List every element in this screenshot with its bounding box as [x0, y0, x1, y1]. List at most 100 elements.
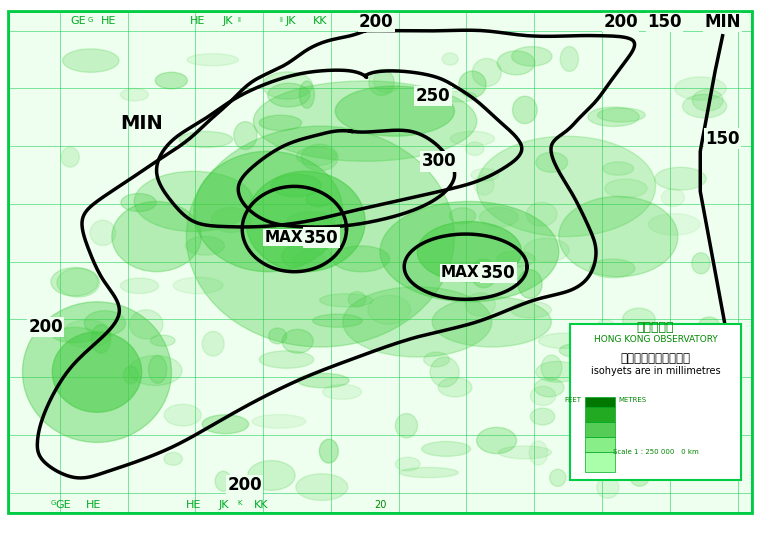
Ellipse shape — [287, 212, 335, 231]
Text: MAX: MAX — [441, 265, 480, 280]
Ellipse shape — [121, 193, 157, 211]
Bar — [585, 422, 615, 437]
Ellipse shape — [423, 352, 449, 367]
Ellipse shape — [91, 325, 111, 353]
Ellipse shape — [511, 302, 552, 318]
Ellipse shape — [560, 46, 578, 72]
Ellipse shape — [511, 46, 552, 66]
Text: 20: 20 — [374, 500, 386, 510]
Ellipse shape — [529, 441, 548, 465]
Ellipse shape — [57, 268, 100, 297]
Text: JK: JK — [285, 15, 296, 26]
Ellipse shape — [120, 278, 159, 294]
Ellipse shape — [369, 69, 394, 96]
Text: 150: 150 — [705, 130, 739, 148]
Ellipse shape — [597, 476, 619, 498]
Ellipse shape — [466, 142, 484, 155]
Ellipse shape — [312, 314, 363, 327]
Ellipse shape — [271, 174, 321, 197]
Ellipse shape — [395, 457, 420, 471]
Ellipse shape — [465, 293, 496, 316]
Ellipse shape — [343, 287, 492, 357]
Ellipse shape — [296, 147, 337, 166]
Ellipse shape — [422, 442, 470, 457]
Ellipse shape — [439, 378, 472, 397]
Ellipse shape — [497, 251, 535, 267]
Text: 200: 200 — [28, 318, 63, 336]
Ellipse shape — [472, 58, 502, 87]
Ellipse shape — [667, 329, 710, 347]
Ellipse shape — [319, 439, 338, 463]
Ellipse shape — [259, 351, 314, 368]
Ellipse shape — [90, 220, 116, 246]
Ellipse shape — [417, 222, 521, 282]
Ellipse shape — [248, 460, 295, 490]
Ellipse shape — [459, 71, 486, 98]
Ellipse shape — [123, 366, 138, 384]
Ellipse shape — [194, 151, 343, 272]
Ellipse shape — [202, 415, 249, 434]
Ellipse shape — [536, 362, 580, 382]
Ellipse shape — [655, 167, 706, 190]
Ellipse shape — [297, 373, 349, 388]
Text: isohyets are in millimetres: isohyets are in millimetres — [591, 366, 720, 376]
Ellipse shape — [559, 344, 593, 357]
Ellipse shape — [293, 250, 326, 272]
Ellipse shape — [470, 259, 496, 288]
Ellipse shape — [282, 329, 313, 353]
Ellipse shape — [451, 131, 495, 146]
Ellipse shape — [121, 88, 148, 101]
Ellipse shape — [63, 320, 111, 348]
Text: HE: HE — [186, 500, 201, 510]
Text: METRES: METRES — [619, 397, 647, 403]
Ellipse shape — [559, 197, 678, 277]
Ellipse shape — [692, 90, 723, 111]
Ellipse shape — [322, 384, 362, 399]
Ellipse shape — [380, 201, 559, 302]
Ellipse shape — [348, 292, 366, 307]
Text: JK: JK — [222, 15, 233, 26]
Ellipse shape — [661, 189, 685, 207]
Text: 250: 250 — [416, 87, 451, 105]
Ellipse shape — [518, 270, 542, 299]
Ellipse shape — [512, 96, 537, 124]
Ellipse shape — [432, 297, 551, 347]
Ellipse shape — [320, 294, 373, 307]
Ellipse shape — [211, 207, 251, 232]
Ellipse shape — [373, 69, 400, 93]
Ellipse shape — [186, 126, 454, 347]
Text: 300: 300 — [422, 152, 456, 170]
Text: MIN: MIN — [120, 114, 163, 133]
Ellipse shape — [449, 208, 476, 224]
Text: GE: GE — [71, 15, 86, 26]
Text: 200: 200 — [603, 13, 638, 31]
Ellipse shape — [622, 440, 653, 455]
Ellipse shape — [536, 152, 568, 172]
Ellipse shape — [164, 452, 182, 465]
Ellipse shape — [187, 54, 239, 66]
Ellipse shape — [51, 268, 98, 296]
Text: 香港天文台: 香港天文台 — [637, 321, 674, 334]
Ellipse shape — [480, 207, 518, 227]
Ellipse shape — [530, 386, 556, 405]
Text: G: G — [88, 17, 93, 23]
Ellipse shape — [23, 302, 172, 442]
Ellipse shape — [400, 467, 458, 477]
Ellipse shape — [301, 144, 338, 171]
Ellipse shape — [179, 131, 233, 147]
Ellipse shape — [690, 351, 709, 371]
Ellipse shape — [549, 469, 566, 486]
Ellipse shape — [135, 171, 253, 232]
Ellipse shape — [622, 308, 655, 331]
Ellipse shape — [112, 201, 201, 272]
Ellipse shape — [62, 49, 119, 72]
FancyBboxPatch shape — [570, 325, 741, 480]
Ellipse shape — [61, 147, 79, 167]
Ellipse shape — [164, 404, 201, 426]
Bar — [585, 407, 615, 422]
Ellipse shape — [52, 332, 141, 412]
Ellipse shape — [508, 266, 524, 279]
Ellipse shape — [129, 310, 163, 339]
Text: KK: KK — [313, 15, 328, 26]
Ellipse shape — [253, 81, 477, 161]
